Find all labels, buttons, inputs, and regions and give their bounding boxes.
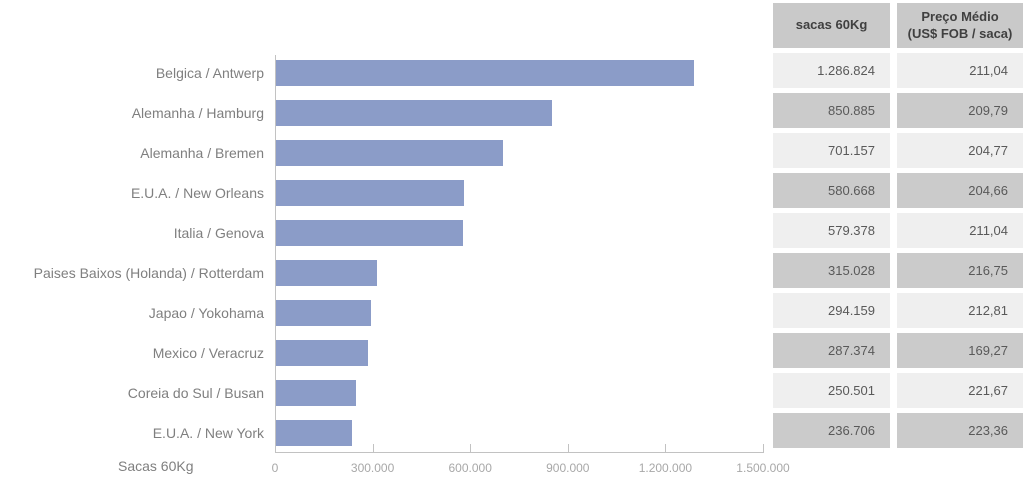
cell-sacas: 850.885 (773, 93, 890, 128)
bar (275, 420, 352, 446)
chart-row: Paises Baixos (Holanda) / Rotterdam (0, 253, 763, 293)
x-axis-tick (763, 444, 764, 453)
bar (275, 380, 357, 406)
chart-row: Belgica / Antwerp (0, 53, 763, 93)
bar-chart: Belgica / Antwerp Alemanha / Hamburg Alema… (0, 53, 763, 453)
bar-track (275, 333, 763, 373)
cell-preco-medio: 204,77 (897, 133, 1023, 168)
chart-row: Coreia do Sul / Busan (0, 373, 763, 413)
chart-row: E.U.A. / New York (0, 413, 763, 453)
cell-preco-medio: 223,36 (897, 413, 1023, 448)
x-axis-tick-label: 900.000 (546, 461, 590, 475)
bar-track (275, 173, 763, 213)
category-label: Alemanha / Hamburg (131, 105, 264, 121)
bar (275, 340, 369, 366)
chart-row: E.U.A. / New Orleans (0, 173, 763, 213)
chart-row: Alemanha / Bremen (0, 133, 763, 173)
bar (275, 300, 371, 326)
x-axis-tick-label: 300.000 (350, 461, 395, 475)
bar (275, 180, 464, 206)
category-label: Italia / Genova (173, 225, 264, 241)
cell-preco-medio: 169,27 (897, 333, 1023, 368)
cell-preco-medio: 211,04 (897, 213, 1023, 248)
x-axis-tick-label: 600.000 (448, 461, 492, 475)
x-axis-tick (470, 444, 472, 453)
category-label: Belgica / Antwerp (155, 65, 264, 81)
x-axis-tick (567, 444, 569, 453)
column-header-preco-medio: Preço Médio (US$ FOB / saca) (897, 3, 1023, 48)
cell-sacas: 701.157 (773, 133, 890, 168)
cell-sacas: 1.286.824 (773, 53, 890, 88)
chart-row: Japao / Yokohama (0, 293, 763, 333)
chart-row: Alemanha / Hamburg (0, 93, 763, 133)
cell-sacas: 579.378 (773, 213, 890, 248)
cell-sacas: 580.668 (773, 173, 890, 208)
cell-preco-medio: 209,79 (897, 93, 1023, 128)
x-axis-tick-label: 1.200.000 (638, 461, 693, 475)
bar (275, 60, 694, 86)
category-label: Coreia do Sul / Busan (127, 385, 264, 401)
column-header-sacas: sacas 60Kg (773, 3, 890, 48)
x-axis-title: Sacas 60Kg (118, 458, 194, 474)
summary-table: sacas 60Kg Preço Médio (US$ FOB / saca) … (773, 3, 1023, 448)
bar-track (275, 293, 763, 333)
x-axis-tick (372, 444, 374, 453)
category-label: E.U.A. / New York (152, 425, 264, 441)
bar-track (275, 53, 763, 93)
x-axis-tick-label: 0 (271, 461, 279, 475)
category-label: Paises Baixos (Holanda) / Rotterdam (33, 265, 264, 281)
cell-preco-medio: 204,66 (897, 173, 1023, 208)
cell-sacas: 250.501 (773, 373, 890, 408)
cell-sacas: 294.159 (773, 293, 890, 328)
category-label: Mexico / Veracruz (152, 345, 264, 361)
cell-sacas: 287.374 (773, 333, 890, 368)
bar (275, 260, 378, 286)
bar-track (275, 373, 763, 413)
category-label: Japao / Yokohama (148, 305, 264, 321)
category-label: E.U.A. / New Orleans (130, 185, 264, 201)
bar-track (275, 213, 763, 253)
chart-row: Mexico / Veracruz (0, 333, 763, 373)
bar (275, 220, 464, 246)
bar-track (275, 253, 763, 293)
category-label: Alemanha / Bremen (140, 145, 264, 161)
x-axis-tick-label: 1.500.000 (736, 461, 790, 475)
bar-track (275, 413, 763, 453)
cell-preco-medio: 221,67 (897, 373, 1023, 408)
cell-sacas: 236.706 (773, 413, 890, 448)
x-axis-tick (665, 444, 667, 453)
cell-preco-medio: 212,81 (897, 293, 1023, 328)
cell-sacas: 315.028 (773, 253, 890, 288)
bar (275, 140, 504, 166)
chart-row: Italia / Genova (0, 213, 763, 253)
bar-track (275, 133, 763, 173)
cell-preco-medio: 216,75 (897, 253, 1023, 288)
cell-preco-medio: 211,04 (897, 53, 1023, 88)
bar-track (275, 93, 763, 133)
bar (275, 100, 552, 126)
